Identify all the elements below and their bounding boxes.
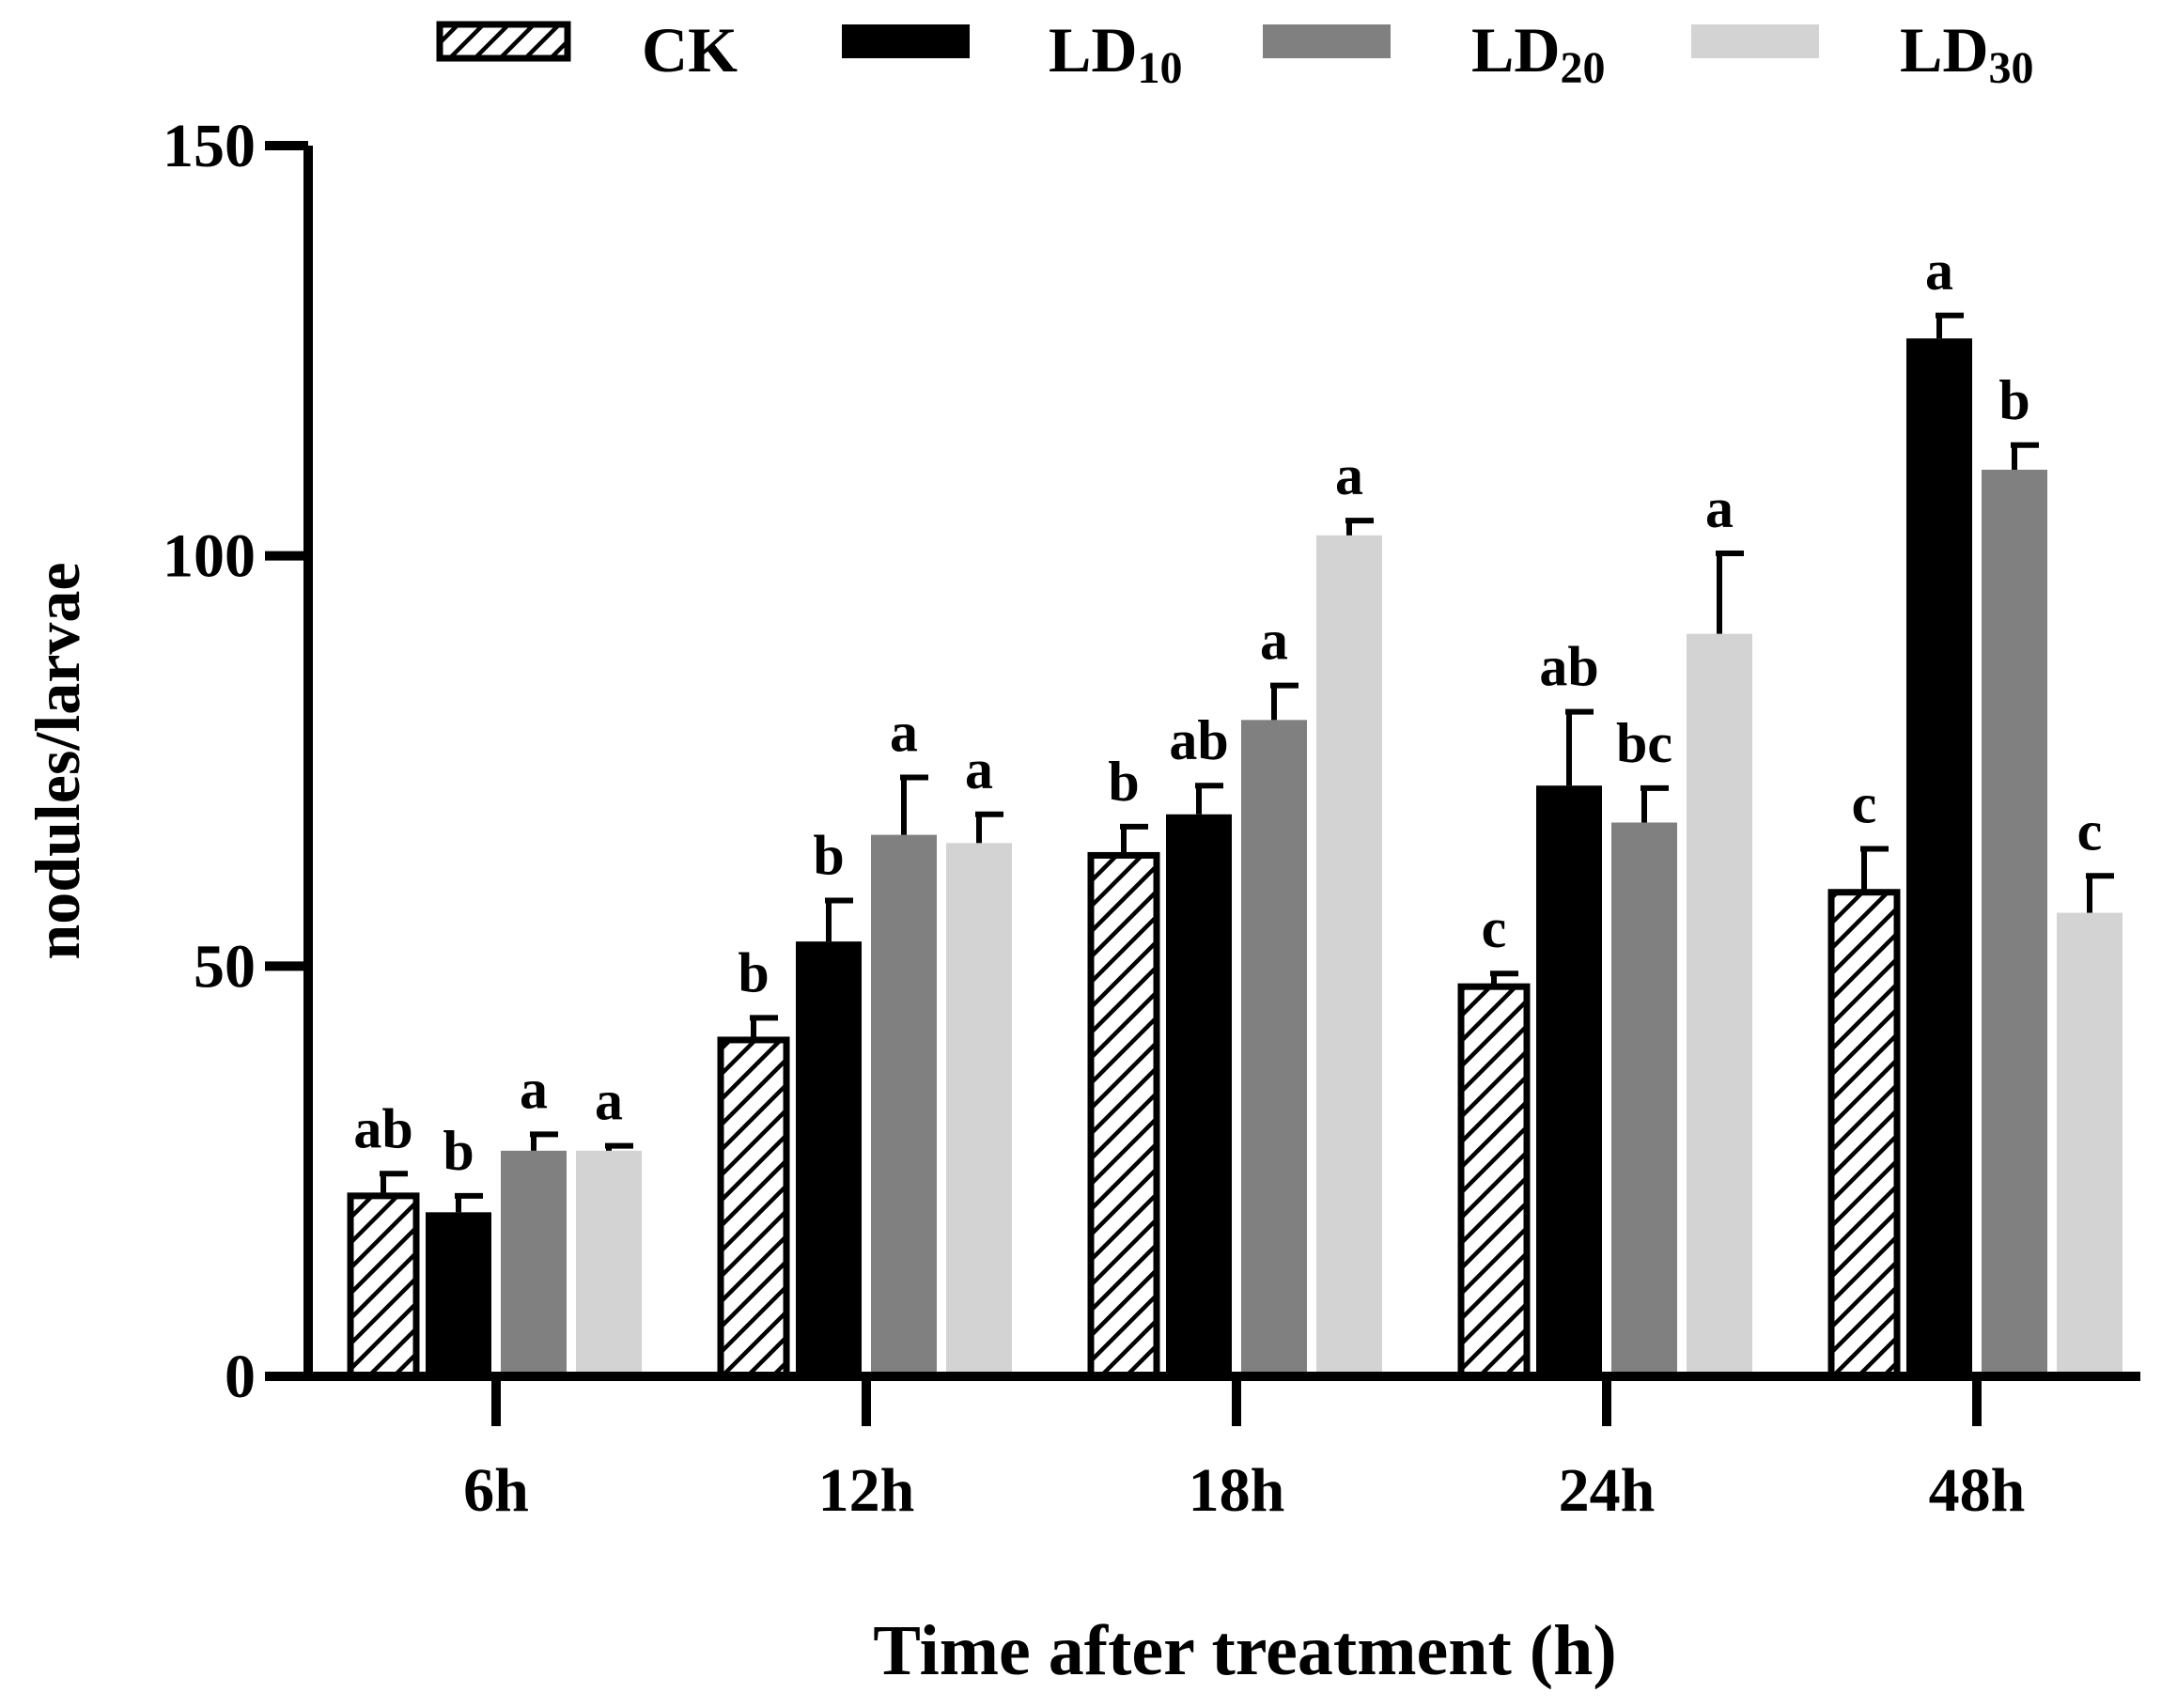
bar xyxy=(1241,720,1307,1376)
legend-label-main: LD xyxy=(1900,14,1988,85)
legend-swatch xyxy=(842,24,970,58)
bar xyxy=(796,941,862,1376)
significance-letter: a xyxy=(965,738,993,800)
significance-letter: ab xyxy=(1539,636,1598,698)
legend-label: LD20 xyxy=(1471,14,1605,93)
significance-letter: c xyxy=(1482,897,1507,959)
significance-letter: a xyxy=(890,701,918,763)
significance-letter: a xyxy=(595,1070,623,1132)
error-bars-layer xyxy=(380,312,2114,1213)
legend-label-main: CK xyxy=(642,14,738,85)
bar xyxy=(1536,785,1602,1376)
bar xyxy=(1687,633,1752,1376)
bar xyxy=(717,1036,790,1380)
legend-label: LD30 xyxy=(1900,14,2033,93)
bars-layer xyxy=(347,338,2123,1380)
significance-letter: bc xyxy=(1616,712,1672,774)
significance-letter: b xyxy=(1998,369,2029,431)
legend-label: CK xyxy=(642,14,738,85)
bar xyxy=(1087,851,1160,1380)
legend-swatch xyxy=(1691,24,1819,58)
y-tick-label: 150 xyxy=(163,112,256,180)
x-axis-label: Time after treatment (h) xyxy=(873,1611,1616,1690)
legend-label-subscript: 10 xyxy=(1137,43,1182,93)
significance-letter: a xyxy=(1260,610,1288,672)
significance-letter: b xyxy=(738,941,769,1003)
x-tick-label: 48h xyxy=(1929,1456,2026,1525)
bar xyxy=(1982,469,2047,1376)
bar xyxy=(1827,889,1901,1380)
bar xyxy=(576,1150,642,1376)
legend: CK LD10 LD20 LD30 xyxy=(436,14,2033,93)
y-tick-label: 100 xyxy=(163,522,256,591)
legend-swatch xyxy=(1263,24,1391,58)
x-tick-label: 24h xyxy=(1559,1456,1656,1525)
x-tick-label: 6h xyxy=(463,1456,529,1525)
legend-label-main: LD xyxy=(1471,14,1560,85)
significance-letter: a xyxy=(1335,444,1363,506)
bar xyxy=(1906,338,1972,1376)
legend-label-subscript: 20 xyxy=(1560,43,1605,93)
legend-label-main: LD xyxy=(1049,14,1137,85)
significance-letter: ab xyxy=(353,1097,412,1159)
y-ticks: 0 50 100 150 xyxy=(163,112,308,1411)
x-tick-label: 12h xyxy=(818,1456,915,1525)
legend-swatch xyxy=(436,21,571,62)
bar xyxy=(347,1192,420,1380)
significance-letter: a xyxy=(1925,240,1953,302)
significance-letter: c xyxy=(1852,772,1877,834)
significance-letter: a xyxy=(520,1058,548,1120)
bar xyxy=(1316,535,1382,1376)
y-tick-label: 0 xyxy=(225,1343,256,1411)
y-axis-label: nodules/larvae xyxy=(22,562,93,959)
x-ticks: 6h 12h 18h 24h 48h xyxy=(463,1376,2025,1525)
significance-letter: b xyxy=(443,1120,474,1182)
bar xyxy=(426,1212,491,1376)
significance-letter: a xyxy=(1705,477,1734,539)
y-tick-label: 50 xyxy=(194,932,256,1001)
bar xyxy=(501,1150,567,1376)
legend-label: LD10 xyxy=(1049,14,1182,93)
significance-letter: c xyxy=(2077,800,2103,862)
bar xyxy=(1166,814,1232,1376)
legend-label-subscript: 30 xyxy=(1988,43,2033,93)
bar xyxy=(871,834,937,1376)
bar xyxy=(1611,822,1677,1376)
x-tick-label: 18h xyxy=(1189,1456,1285,1525)
axes xyxy=(303,146,2140,1381)
significance-letter: ab xyxy=(1169,709,1228,771)
bar xyxy=(946,843,1012,1376)
significance-letter: b xyxy=(1108,751,1139,813)
bar xyxy=(2057,912,2123,1376)
significance-letter: b xyxy=(813,824,844,886)
bar xyxy=(1457,983,1531,1380)
